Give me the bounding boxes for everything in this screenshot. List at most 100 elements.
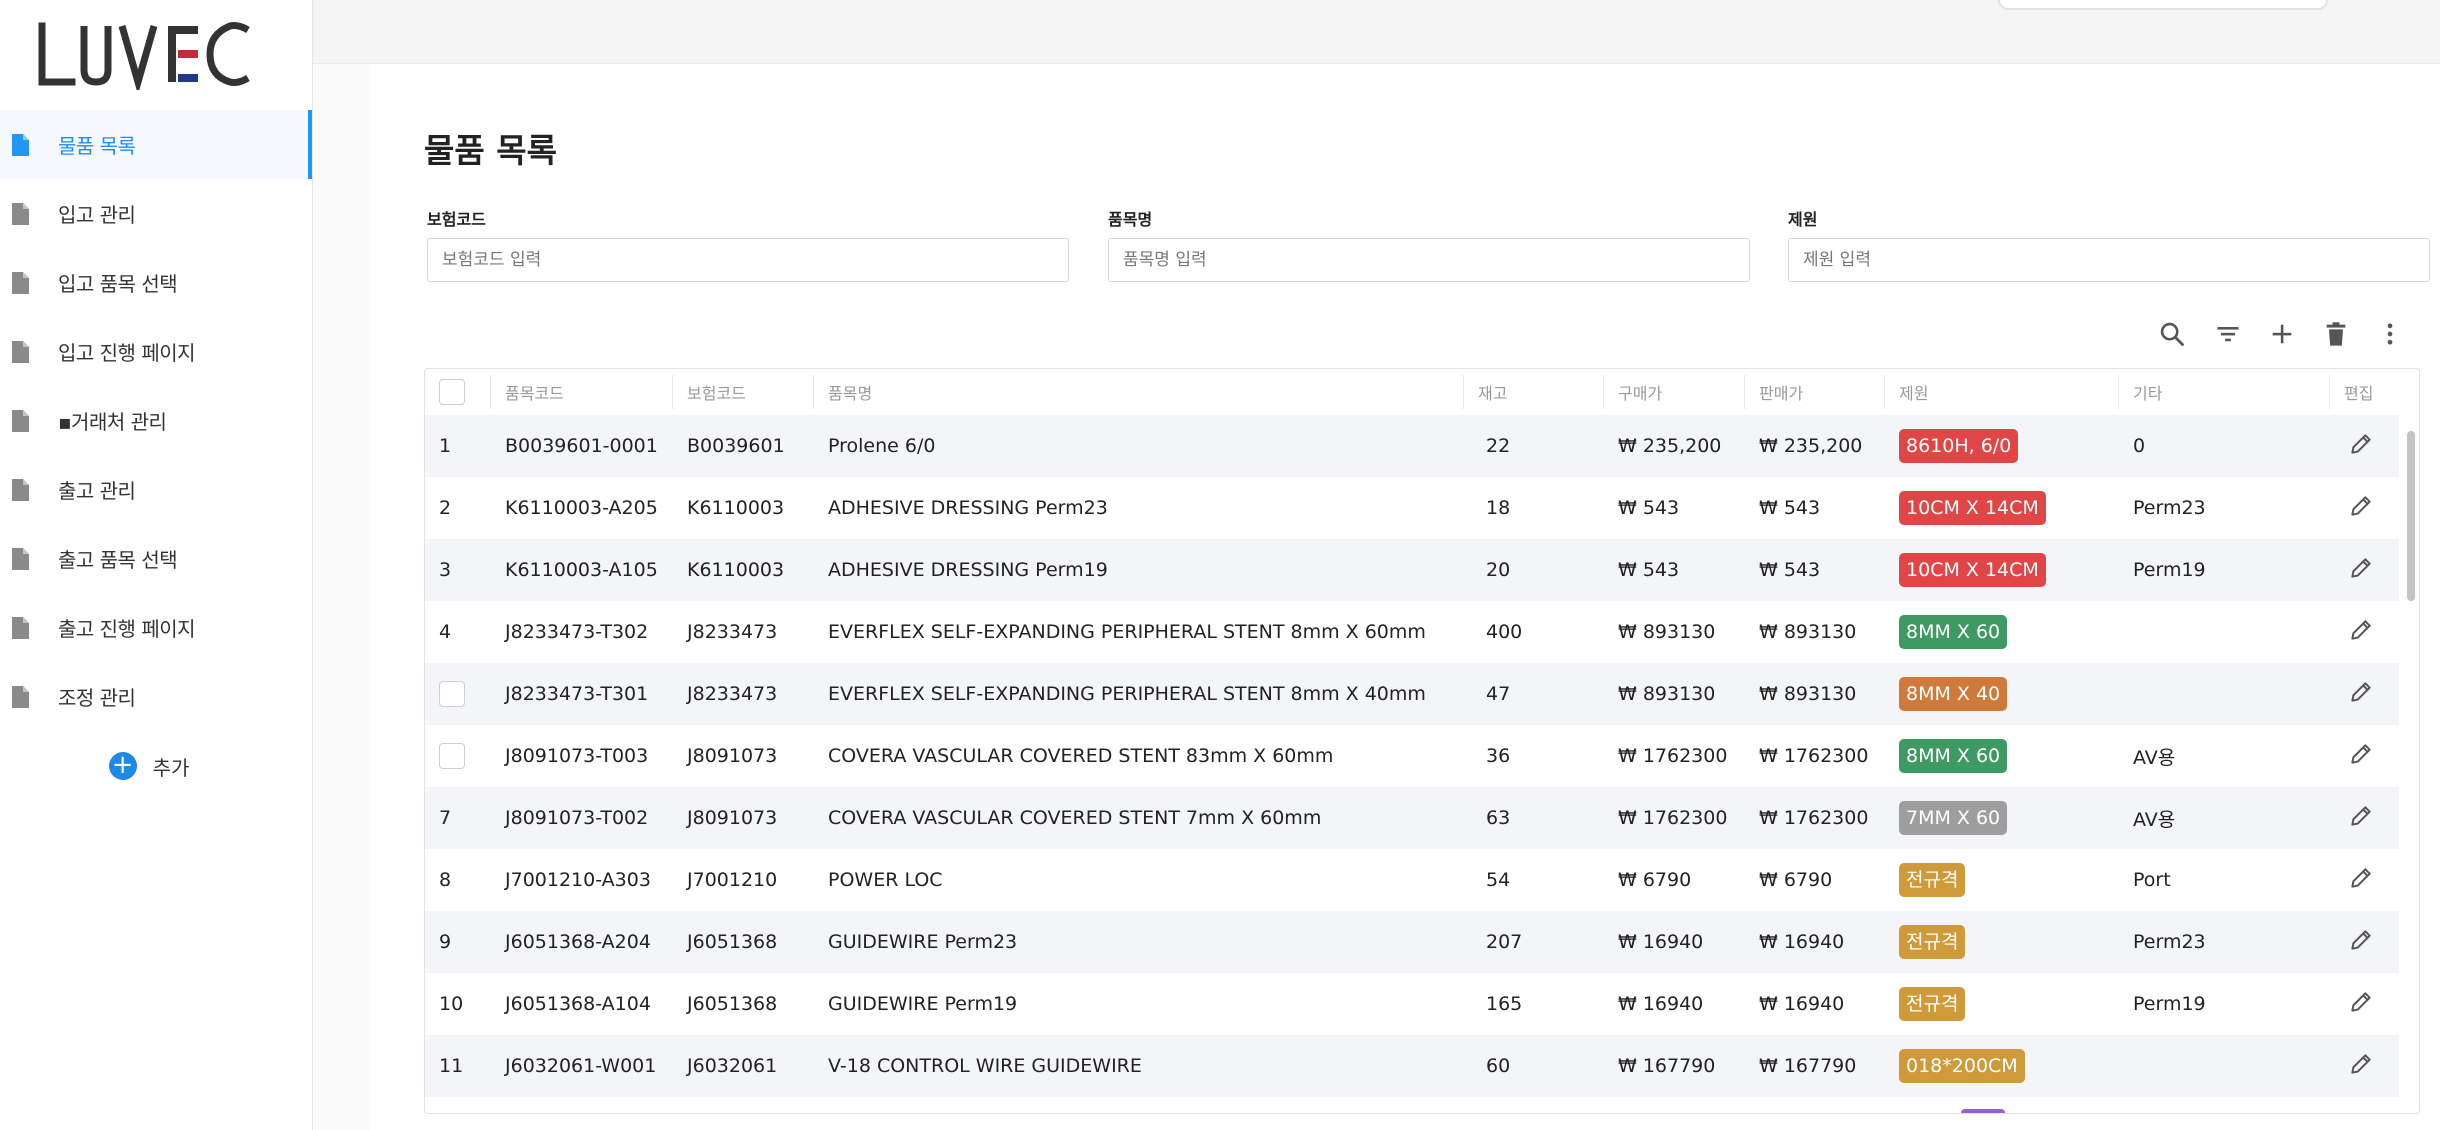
table-row[interactable]: 7 J8091073-T002 J8091073 COVERA VASCULAR CO… <box>425 787 2399 849</box>
select-all-checkbox[interactable] <box>439 379 465 405</box>
item-code-cell: J8091073-T003 <box>505 745 649 767</box>
row-select <box>425 725 491 787</box>
sidebar-nav: 물품 목록 입고 관리 입고 품목 선택 입고 진행 페이지 ▪거래처 관리 출… <box>0 110 312 731</box>
column-separator[interactable] <box>1744 375 1745 409</box>
purchase-price-cell: ₩ 16940 <box>1618 931 1704 953</box>
spec-badge: 10CM X 14CM <box>1899 491 2046 525</box>
edit-button[interactable] <box>2348 431 2374 462</box>
document-icon <box>12 478 29 501</box>
item-name-cell: GUIDEWIRE Perm19 <box>828 993 1018 1015</box>
sidebar-item-inbound-progress[interactable]: 입고 진행 페이지 <box>0 317 312 386</box>
table-row[interactable]: 1 B0039601-0001 B0039601 Prolene 6/0 22 ₩ 235… <box>425 415 2399 477</box>
column-separator[interactable] <box>1463 375 1464 409</box>
pencil-icon <box>2351 681 2371 702</box>
luvec-logo[interactable] <box>0 0 312 110</box>
delete-button[interactable] <box>2318 316 2354 352</box>
sidebar-item-outbound-progress[interactable]: 출고 진행 페이지 <box>0 593 312 662</box>
item-code-cell: J8233473-T302 <box>505 621 649 643</box>
table-row[interactable]: 2 K6110003-A205 K6110003 ADHESIVE DRESSING … <box>425 477 2399 539</box>
column-separator[interactable] <box>2329 375 2330 409</box>
table-header-row: 품목코드 보험코드 품목명 재고 구매가 판매가 제원 기타 편집 <box>425 369 2399 415</box>
add-menu-button[interactable]: + 추가 <box>0 735 312 797</box>
insurance-code-input[interactable] <box>427 238 1069 282</box>
table-row[interactable]: 8 J7001210-A303 J7001210 POWER LOC 54 ₩ 6790 ₩… <box>425 849 2399 911</box>
row-number: 10 <box>439 993 464 1015</box>
filter-insurance-code: 보험코드 <box>427 206 1069 282</box>
edit-button[interactable] <box>2348 617 2374 648</box>
sidebar-item-label: 출고 관리 <box>58 479 136 503</box>
edit-button[interactable] <box>2348 741 2374 772</box>
column-separator[interactable] <box>1884 375 1885 409</box>
table-row[interactable]: 3 K6110003-A105 K6110003 ADHESIVE DRESSING … <box>425 539 2399 601</box>
stock-cell: 18 <box>1486 497 1511 519</box>
edit-cell <box>2330 787 2399 849</box>
column-separator[interactable] <box>1603 375 1604 409</box>
table-row[interactable]: 9 J6051368-A204 J6051368 GUIDEWIRE Perm23 20… <box>425 911 2399 973</box>
search-button[interactable] <box>2154 316 2190 352</box>
etc-cell <box>2119 1035 2330 1097</box>
pencil-icon <box>2351 867 2371 888</box>
item-name-cell: COVERA VASCULAR COVERED STENT 7mm X 60mm <box>828 807 1322 829</box>
edit-button[interactable] <box>2348 927 2374 958</box>
spec-input[interactable] <box>1788 238 2430 282</box>
column-header[interactable]: 제원 <box>1885 369 2119 415</box>
table-row[interactable]: J8091073-T003 J8091073 COVERA VASCULAR COV… <box>425 725 2399 787</box>
column-header[interactable]: 재고 <box>1464 369 1604 415</box>
sidebar-item-adjustment[interactable]: 조정 관리 <box>0 662 312 731</box>
column-header[interactable]: 품목코드 <box>491 369 673 415</box>
edit-button[interactable] <box>2348 555 2374 586</box>
edit-button[interactable] <box>2348 493 2374 524</box>
sale-price-cell: ₩ 16940 <box>1759 931 1845 953</box>
item-name-input[interactable] <box>1108 238 1750 282</box>
table-row[interactable]: 4 J8233473-T302 J8233473 EVERFLEX SELF-EXPA… <box>425 601 2399 663</box>
row-checkbox[interactable] <box>439 681 465 707</box>
table-scrollbar[interactable] <box>2407 419 2415 919</box>
item-name-cell: V-18 CONTROL WIRE GUIDEWIRE <box>828 1055 1142 1077</box>
column-separator[interactable] <box>813 375 814 409</box>
column-separator[interactable] <box>2118 375 2119 409</box>
sale-price-cell: ₩ 6790 <box>1759 869 1833 891</box>
top-search-box[interactable] <box>1998 0 2328 10</box>
spec-cell: 전규격 <box>1885 849 2119 911</box>
sidebar-item-inbound[interactable]: 입고 관리 <box>0 179 312 248</box>
filter-label: 품목명 <box>1108 210 1153 229</box>
document-icon <box>12 340 29 363</box>
column-header[interactable]: 기타 <box>2119 369 2330 415</box>
insurance-code-cell: K6110003 <box>687 497 785 519</box>
sidebar-item-label: 물품 목록 <box>58 134 136 158</box>
column-separator[interactable] <box>672 375 673 409</box>
edit-button[interactable] <box>2348 989 2374 1020</box>
column-header[interactable]: 품목명 <box>814 369 1464 415</box>
item-code-cell: K6110003-A105 <box>505 559 658 581</box>
sidebar-item-vendors[interactable]: ▪거래처 관리 <box>0 386 312 455</box>
document-icon <box>12 547 29 570</box>
table-row[interactable]: 10 J6051368-A104 J6051368 GUIDEWIRE Perm19 1… <box>425 973 2399 1035</box>
sidebar-item-label: 출고 진행 페이지 <box>58 617 196 641</box>
item-code-cell: J6051368-A204 <box>505 931 651 953</box>
edit-button[interactable] <box>2348 1051 2374 1082</box>
row-number: 1 <box>439 435 452 457</box>
add-button[interactable] <box>2264 316 2300 352</box>
row-checkbox[interactable] <box>439 743 465 769</box>
edit-button[interactable] <box>2348 865 2374 896</box>
scrollbar-thumb[interactable] <box>2407 431 2415 601</box>
filter-button[interactable] <box>2210 316 2246 352</box>
column-header[interactable]: 구매가 <box>1604 369 1745 415</box>
column-header[interactable]: 보험코드 <box>673 369 814 415</box>
edit-cell <box>2330 911 2399 973</box>
item-code-cell: K6110003-A205 <box>505 497 658 519</box>
table-row[interactable]: J8233473-T301 J8233473 EVERFLEX SELF-EXPAN… <box>425 663 2399 725</box>
sidebar-item-outbound[interactable]: 출고 관리 <box>0 455 312 524</box>
table-row[interactable]: 11 J6032061-W001 J6032061 V-18 CONTROL WIRE… <box>425 1035 2399 1097</box>
item-name-cell: Prolene 6/0 <box>828 435 936 457</box>
sidebar-item-outbound-select[interactable]: 출고 품목 선택 <box>0 524 312 593</box>
column-header[interactable]: 판매가 <box>1745 369 1885 415</box>
pencil-icon <box>2351 743 2371 764</box>
more-options-button[interactable] <box>2372 316 2408 352</box>
sidebar-item-product-list[interactable]: 물품 목록 <box>0 110 312 179</box>
filter-spec: 제원 <box>1788 206 2430 282</box>
edit-button[interactable] <box>2348 803 2374 834</box>
sidebar-item-inbound-select[interactable]: 입고 품목 선택 <box>0 248 312 317</box>
edit-button[interactable] <box>2348 679 2374 710</box>
sidebar-item-label: 조정 관리 <box>58 686 136 710</box>
